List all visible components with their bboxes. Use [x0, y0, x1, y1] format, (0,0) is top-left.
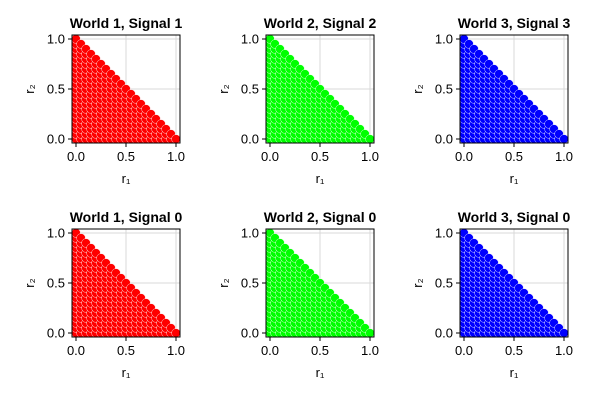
y-tick-label: 0.0 [241, 132, 259, 147]
panel-title: World 1, Signal 1 [70, 15, 183, 31]
x-axis-label: r₁ [316, 365, 325, 380]
x-tick-label: 1.0 [361, 149, 379, 164]
y-tick-label: 1.0 [47, 226, 65, 241]
x-tick-label: 0.5 [117, 149, 135, 164]
y-tick-label: 1.0 [47, 32, 65, 47]
panel-6: 0.0 0.5 1.0 0.0 0.5 1.0 World 3, Signal 0 r₁ r₂ [410, 209, 573, 380]
y-axis-label: r₂ [410, 278, 425, 287]
y-tick-label: 1.0 [241, 32, 259, 47]
y-tick-label: 0.5 [435, 82, 453, 97]
y-tick-label: 0.5 [241, 82, 259, 97]
x-tick-label: 0.0 [261, 343, 279, 358]
x-tick-label: 1.0 [555, 343, 573, 358]
x-tick-label: 0.0 [67, 343, 85, 358]
y-tick-label: 0.0 [47, 326, 65, 341]
panel-title: World 3, Signal 3 [458, 15, 571, 31]
y-axis-label: r₂ [22, 84, 37, 93]
panel-title: World 2, Signal 0 [264, 209, 377, 225]
x-tick-label: 0.5 [505, 343, 523, 358]
y-tick-label: 0.5 [435, 276, 453, 291]
panel-title: World 3, Signal 0 [458, 209, 571, 225]
y-tick-label: 1.0 [435, 226, 453, 241]
y-axis-label: r₂ [216, 278, 231, 287]
y-tick-label: 0.0 [47, 132, 65, 147]
data-point [365, 328, 375, 338]
panel-4: 0.0 0.5 1.0 0.0 0.5 1.0 World 1, Signal 0 r₁ r₂ [22, 209, 185, 380]
x-axis-label: r₁ [122, 171, 131, 186]
y-tick-label: 0.5 [47, 82, 65, 97]
y-tick-label: 1.0 [435, 32, 453, 47]
x-tick-label: 0.5 [505, 149, 523, 164]
y-tick-label: 0.0 [435, 326, 453, 341]
panel-title: World 1, Signal 0 [70, 209, 183, 225]
y-tick-label: 0.5 [241, 276, 259, 291]
y-axis-label: r₂ [410, 84, 425, 93]
y-tick-label: 0.5 [47, 276, 65, 291]
y-axis-label: r₂ [22, 278, 37, 287]
y-axis-label: r₂ [216, 84, 231, 93]
x-tick-label: 0.5 [311, 149, 329, 164]
x-tick-label: 1.0 [167, 343, 185, 358]
x-tick-label: 0.5 [311, 343, 329, 358]
x-tick-label: 0.5 [117, 343, 135, 358]
panel-3: 0.0 0.5 1.0 0.0 0.5 1.0 World 3, Signal 3 r₁ r₂ [410, 15, 573, 186]
x-axis-label: r₁ [510, 171, 519, 186]
x-tick-label: 1.0 [555, 149, 573, 164]
y-tick-label: 0.0 [241, 326, 259, 341]
data-point [559, 134, 569, 144]
data-point [559, 328, 569, 338]
data-point [365, 134, 375, 144]
panel-title: World 2, Signal 2 [264, 15, 377, 31]
data-point [171, 134, 181, 144]
x-tick-label: 1.0 [361, 343, 379, 358]
x-axis-label: r₁ [510, 365, 519, 380]
panel-5: 0.0 0.5 1.0 0.0 0.5 1.0 World 2, Signal 0 r₁ r₂ [216, 209, 379, 380]
x-tick-label: 1.0 [167, 149, 185, 164]
panel-2: 0.0 0.5 1.0 0.0 0.5 1.0 World 2, Signal 2 r₁ r₂ [216, 15, 379, 186]
y-tick-label: 0.0 [435, 132, 453, 147]
panel-1: 0.0 0.5 1.0 0.0 0.5 1.0 World 1, Signal 1 r₁ r₂ [22, 15, 185, 186]
data-point [171, 328, 181, 338]
x-tick-label: 0.0 [67, 149, 85, 164]
x-axis-label: r₁ [316, 171, 325, 186]
x-tick-label: 0.0 [455, 343, 473, 358]
y-tick-label: 1.0 [241, 226, 259, 241]
x-axis-label: r₁ [122, 365, 131, 380]
x-tick-label: 0.0 [455, 149, 473, 164]
x-tick-label: 0.0 [261, 149, 279, 164]
